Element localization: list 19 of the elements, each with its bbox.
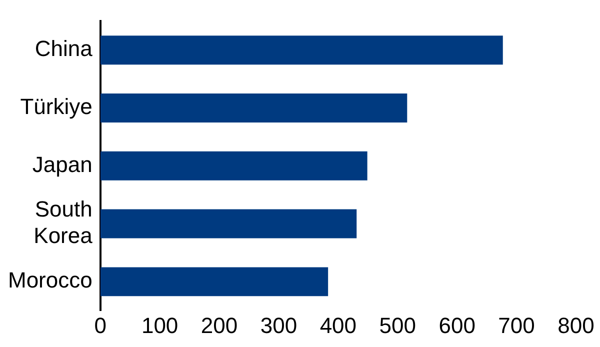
x-tick-label: 500 <box>379 312 416 338</box>
y-tick-label: Japan <box>32 152 92 177</box>
x-tick-label: 400 <box>320 312 357 338</box>
x-tick-label: 700 <box>498 312 535 338</box>
bar <box>100 209 357 238</box>
y-tick-label: Türkiye <box>20 94 92 120</box>
y-tick-label: Morocco <box>8 268 92 293</box>
x-tick-label: 0 <box>94 312 106 338</box>
x-tick-label: 600 <box>438 312 476 338</box>
bar <box>100 151 368 180</box>
x-tick-label: 300 <box>260 312 298 338</box>
x-tick-label: 800 <box>558 312 594 338</box>
x-tick-label: 200 <box>200 312 238 338</box>
x-tick-label: 100 <box>141 312 178 338</box>
y-tick-label: South Korea <box>34 196 94 248</box>
y-tick-label: China <box>34 36 94 62</box>
bar <box>100 94 408 122</box>
bar <box>100 267 328 296</box>
bar <box>100 36 503 65</box>
